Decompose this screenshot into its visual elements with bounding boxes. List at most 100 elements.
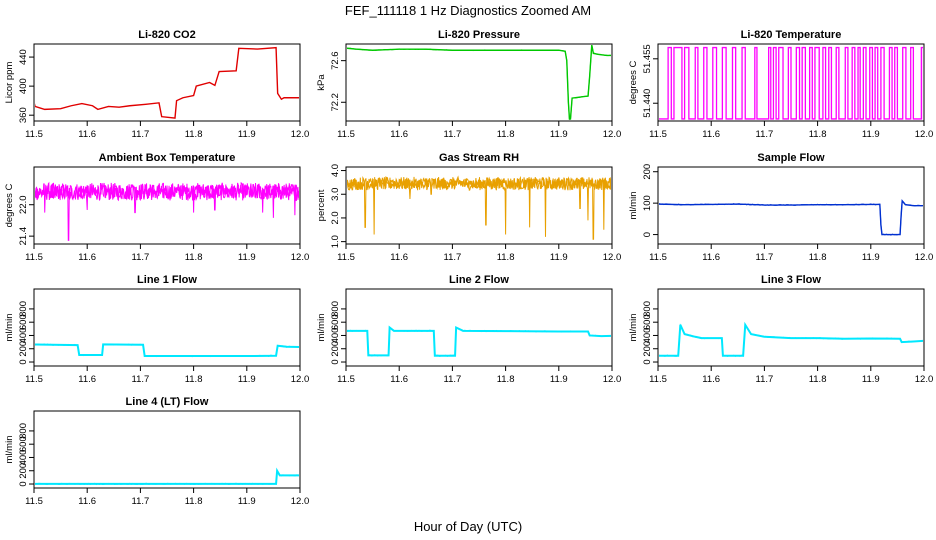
plot-frame	[657, 288, 925, 367]
y-tick-label: 51.455	[642, 44, 653, 73]
x-tick-label: 11.7	[132, 252, 150, 263]
x-tick-label: 11.5	[25, 496, 43, 507]
panel-1: Li-820 CO2 11.5 11.6 11.7 11.8 11.9 12.0 360 400…	[4, 29, 309, 140]
y-tick-label: 0	[18, 481, 29, 486]
panel-title: Li-820 Pressure	[438, 29, 520, 41]
panel-8: Line 2 Flow 11.5 11.6 11.7 11.8 11.9 12.0 0 2004…	[316, 274, 621, 385]
x-tick-label: 11.8	[185, 129, 203, 140]
series-line	[35, 343, 299, 358]
y-tick-label: 600	[18, 314, 29, 330]
x-tick-label: 11.9	[238, 252, 256, 263]
x-tick-label: 12.0	[291, 129, 310, 140]
x-tick-label: 11.6	[702, 374, 720, 385]
x-tick-label: 12.0	[915, 374, 934, 385]
series-group	[347, 45, 611, 120]
panel-title: Sample Flow	[757, 152, 825, 164]
series-noise	[35, 343, 299, 358]
x-tick-label: 11.5	[649, 129, 667, 140]
x-tick-label: 11.8	[809, 252, 827, 263]
series-group	[347, 175, 611, 240]
series-group	[659, 321, 923, 357]
panel-6: Sample Flow 11.5 11.6 11.7 11.8 11.9 12.0 0 100 2…	[628, 152, 933, 263]
x-tick-label: 11.7	[444, 374, 462, 385]
y-tick-label: 0	[18, 359, 29, 364]
y-tick-label: 600	[642, 314, 653, 330]
panels-group: Li-820 CO2 11.5 11.6 11.7 11.8 11.9 12.0 360 400…	[4, 29, 933, 507]
series-noise	[35, 470, 299, 486]
panel-4: Ambient Box Temperature 11.5 11.6 11.7 11.8 1…	[4, 152, 309, 263]
y-tick-label: 22.0	[18, 195, 29, 214]
x-tick-label: 11.5	[337, 129, 355, 140]
y-axis-label: degrees C	[628, 60, 639, 104]
y-tick-label: 51.440	[642, 89, 653, 118]
y-axis-label: Licor ppm	[4, 62, 15, 104]
y-tick-label: 0	[330, 359, 341, 364]
series-noise	[35, 183, 299, 201]
plot-frame	[33, 166, 301, 245]
x-tick-label: 11.7	[756, 252, 774, 263]
series-line	[35, 46, 299, 119]
panel-2: Li-820 Pressure 11.5 11.6 11.7 11.8 11.9 12.0 7…	[316, 29, 621, 140]
x-tick-label: 11.6	[390, 252, 408, 263]
y-tick-label: 800	[18, 423, 29, 439]
x-tick-label: 11.5	[649, 252, 667, 263]
series-group	[35, 343, 299, 358]
x-tick-label: 11.7	[132, 374, 150, 385]
plot-frame	[345, 288, 613, 367]
series-line	[35, 467, 299, 485]
y-axis-label: degrees C	[4, 183, 15, 227]
y-axis-label: ml/min	[4, 436, 15, 464]
x-tick-label: 11.6	[702, 129, 720, 140]
y-axis-label: kPa	[316, 74, 327, 91]
y-tick-label: 440	[18, 49, 29, 65]
y-tick-label: 200	[330, 341, 341, 357]
x-tick-label: 11.7	[132, 496, 150, 507]
x-tick-label: 11.8	[497, 252, 515, 263]
y-tick-label: 200	[18, 463, 29, 479]
y-axis-label: ml/min	[628, 192, 639, 220]
y-tick-label: 0	[642, 232, 653, 237]
y-tick-label: 200	[18, 341, 29, 357]
y-tick-label: 21.4	[18, 227, 29, 246]
series-noise	[659, 199, 923, 236]
figure-xlabel: Hour of Day (UTC)	[414, 519, 522, 534]
y-tick-label: 400	[330, 328, 341, 344]
y-axis-label: ml/min	[316, 314, 327, 342]
series-noise	[347, 326, 611, 357]
y-tick-label: 2.0	[330, 211, 341, 224]
panel-3: Li-820 Temperature 11.5 11.6 11.7 11.8 11.9 12…	[628, 29, 933, 140]
x-tick-label: 11.7	[444, 252, 462, 263]
panel-7: Line 1 Flow 11.5 11.6 11.7 11.8 11.9 12.0 0 2004…	[4, 274, 309, 385]
x-tick-label: 11.8	[185, 252, 203, 263]
series-group	[35, 467, 299, 486]
x-tick-label: 11.5	[25, 252, 43, 263]
y-tick-label: 800	[330, 301, 341, 317]
x-tick-label: 12.0	[291, 496, 310, 507]
x-tick-label: 12.0	[915, 129, 934, 140]
y-tick-label: 400	[18, 78, 29, 94]
y-tick-label: 72.6	[330, 51, 341, 70]
plot-frame	[33, 410, 301, 489]
series-noise	[347, 45, 611, 120]
series-group	[659, 199, 923, 236]
x-tick-label: 11.5	[25, 129, 43, 140]
panel-title: Line 2 Flow	[449, 274, 509, 286]
series-line	[347, 45, 611, 120]
x-tick-label: 11.6	[78, 129, 96, 140]
x-tick-label: 11.7	[756, 374, 774, 385]
x-tick-label: 11.9	[862, 374, 880, 385]
x-tick-label: 11.9	[238, 374, 256, 385]
x-tick-label: 11.6	[78, 496, 96, 507]
panel-5: Gas Stream RH 11.5 11.6 11.7 11.8 11.9 12.0 1.0…	[316, 152, 621, 263]
y-tick-label: 400	[18, 450, 29, 466]
panel-10: Line 4 (LT) Flow 11.5 11.6 11.7 11.8 11.9 12.0…	[4, 396, 309, 507]
x-tick-label: 11.6	[78, 374, 96, 385]
x-tick-label: 11.8	[497, 129, 515, 140]
panel-title: Gas Stream RH	[439, 152, 519, 164]
x-tick-label: 11.9	[238, 496, 256, 507]
x-tick-label: 11.5	[25, 374, 43, 385]
plot-frame	[33, 288, 301, 367]
x-tick-label: 11.7	[132, 129, 150, 140]
x-tick-label: 12.0	[915, 252, 934, 263]
